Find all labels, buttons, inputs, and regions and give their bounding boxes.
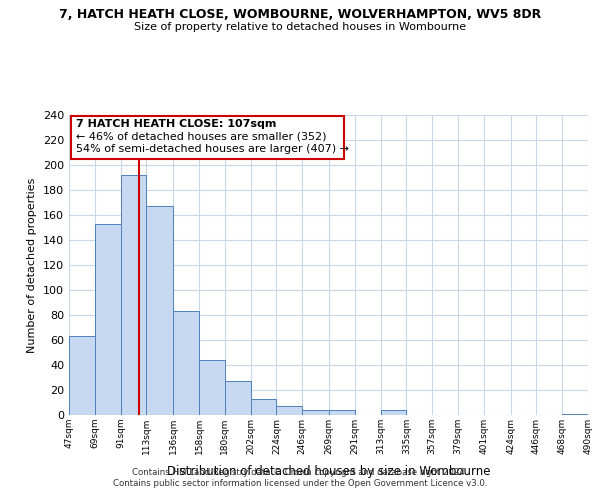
FancyBboxPatch shape — [71, 116, 344, 159]
Bar — [121, 175, 146, 415]
Text: 7 HATCH HEATH CLOSE: 107sqm: 7 HATCH HEATH CLOSE: 107sqm — [76, 118, 277, 128]
Text: Contains HM Land Registry data © Crown copyright and database right 2024.
Contai: Contains HM Land Registry data © Crown c… — [113, 468, 487, 487]
Bar — [199, 360, 225, 415]
Text: 54% of semi-detached houses are larger (407) →: 54% of semi-detached houses are larger (… — [76, 144, 349, 154]
Bar — [146, 206, 173, 415]
Bar — [277, 406, 302, 415]
Bar — [225, 381, 251, 415]
Text: ← 46% of detached houses are smaller (352): ← 46% of detached houses are smaller (35… — [76, 131, 326, 141]
Bar — [173, 311, 199, 415]
Bar — [380, 410, 406, 415]
Bar — [302, 410, 329, 415]
Bar — [251, 399, 277, 415]
Bar — [95, 224, 121, 415]
Bar — [562, 414, 588, 415]
Bar — [329, 410, 355, 415]
Text: Size of property relative to detached houses in Wombourne: Size of property relative to detached ho… — [134, 22, 466, 32]
Y-axis label: Number of detached properties: Number of detached properties — [28, 178, 37, 352]
Text: 7, HATCH HEATH CLOSE, WOMBOURNE, WOLVERHAMPTON, WV5 8DR: 7, HATCH HEATH CLOSE, WOMBOURNE, WOLVERH… — [59, 8, 541, 20]
X-axis label: Distribution of detached houses by size in Wombourne: Distribution of detached houses by size … — [167, 466, 490, 478]
Bar — [69, 336, 95, 415]
